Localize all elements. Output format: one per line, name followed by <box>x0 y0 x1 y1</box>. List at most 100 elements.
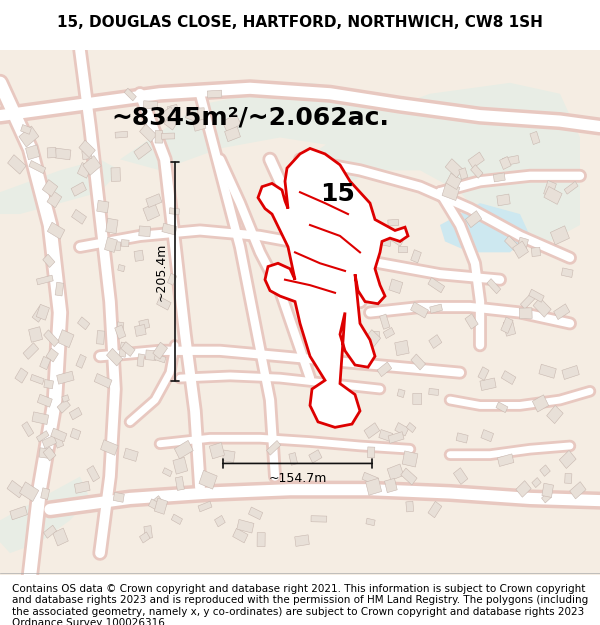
Polygon shape <box>43 179 58 196</box>
Polygon shape <box>40 356 50 369</box>
Polygon shape <box>389 279 403 294</box>
Polygon shape <box>209 442 224 459</box>
Polygon shape <box>380 239 391 246</box>
Polygon shape <box>487 279 501 294</box>
Polygon shape <box>454 468 468 484</box>
Polygon shape <box>559 451 576 469</box>
Polygon shape <box>518 238 529 249</box>
Polygon shape <box>43 447 56 461</box>
Polygon shape <box>97 331 104 344</box>
Polygon shape <box>413 393 422 404</box>
Polygon shape <box>116 322 124 332</box>
Polygon shape <box>162 223 177 235</box>
Polygon shape <box>55 148 71 160</box>
Text: ~205.4m: ~205.4m <box>155 242 167 301</box>
Polygon shape <box>26 145 40 159</box>
Polygon shape <box>154 354 166 363</box>
Polygon shape <box>562 366 579 379</box>
Polygon shape <box>198 501 212 512</box>
Text: 15: 15 <box>320 182 355 206</box>
Polygon shape <box>173 458 188 474</box>
Polygon shape <box>440 203 530 252</box>
Polygon shape <box>388 432 404 443</box>
Polygon shape <box>480 378 496 391</box>
Polygon shape <box>532 248 541 256</box>
Polygon shape <box>97 201 109 213</box>
Polygon shape <box>29 327 43 342</box>
Polygon shape <box>395 341 409 356</box>
Polygon shape <box>411 249 421 263</box>
Polygon shape <box>185 110 198 121</box>
Polygon shape <box>544 186 562 204</box>
Polygon shape <box>70 428 81 440</box>
Polygon shape <box>193 119 206 131</box>
Polygon shape <box>387 464 404 481</box>
Polygon shape <box>542 492 551 503</box>
Polygon shape <box>377 362 392 377</box>
Polygon shape <box>428 278 445 292</box>
Polygon shape <box>134 142 152 159</box>
Polygon shape <box>53 528 68 546</box>
Polygon shape <box>222 114 241 132</box>
Polygon shape <box>503 320 515 336</box>
Polygon shape <box>529 289 544 302</box>
Polygon shape <box>71 209 86 224</box>
Polygon shape <box>520 293 536 309</box>
Polygon shape <box>428 501 442 518</box>
Polygon shape <box>516 481 531 498</box>
Polygon shape <box>0 476 90 553</box>
Polygon shape <box>44 379 53 389</box>
Polygon shape <box>101 440 118 455</box>
Polygon shape <box>401 468 417 485</box>
Polygon shape <box>46 348 58 362</box>
Polygon shape <box>119 342 128 357</box>
Polygon shape <box>550 226 569 245</box>
Polygon shape <box>144 526 152 539</box>
Polygon shape <box>496 402 508 412</box>
Polygon shape <box>539 364 556 378</box>
Polygon shape <box>154 498 167 514</box>
Polygon shape <box>22 422 34 437</box>
Polygon shape <box>445 159 463 177</box>
Polygon shape <box>481 429 494 442</box>
Text: Contains OS data © Crown copyright and database right 2021. This information is : Contains OS data © Crown copyright and d… <box>12 584 588 625</box>
Polygon shape <box>155 131 163 143</box>
Polygon shape <box>442 182 460 201</box>
Polygon shape <box>430 304 442 313</box>
Polygon shape <box>309 450 322 463</box>
Polygon shape <box>134 250 143 261</box>
Polygon shape <box>120 82 410 170</box>
Polygon shape <box>388 232 403 246</box>
Polygon shape <box>175 476 184 491</box>
Polygon shape <box>562 268 573 278</box>
Polygon shape <box>366 518 375 526</box>
Polygon shape <box>532 478 541 488</box>
Polygon shape <box>410 302 428 318</box>
Polygon shape <box>569 482 586 499</box>
Polygon shape <box>77 162 91 178</box>
Polygon shape <box>140 124 157 142</box>
Polygon shape <box>501 317 513 333</box>
Polygon shape <box>365 478 382 495</box>
Polygon shape <box>134 324 146 336</box>
Polygon shape <box>37 431 49 442</box>
Polygon shape <box>395 422 409 436</box>
Polygon shape <box>406 501 413 512</box>
Polygon shape <box>257 532 265 547</box>
Polygon shape <box>53 435 64 448</box>
Polygon shape <box>121 342 135 356</box>
Polygon shape <box>79 140 95 158</box>
Polygon shape <box>466 211 482 227</box>
Polygon shape <box>468 152 484 168</box>
Polygon shape <box>501 371 516 384</box>
Text: 15, DOUGLAS CLOSE, HARTFORD, NORTHWICH, CW8 1SH: 15, DOUGLAS CLOSE, HARTFORD, NORTHWICH, … <box>57 15 543 30</box>
Polygon shape <box>115 131 128 138</box>
Polygon shape <box>379 429 393 441</box>
Polygon shape <box>77 317 90 330</box>
Polygon shape <box>55 282 64 296</box>
Polygon shape <box>554 304 570 319</box>
Polygon shape <box>47 222 65 239</box>
Polygon shape <box>87 466 100 482</box>
Polygon shape <box>15 368 28 383</box>
Polygon shape <box>113 492 124 502</box>
